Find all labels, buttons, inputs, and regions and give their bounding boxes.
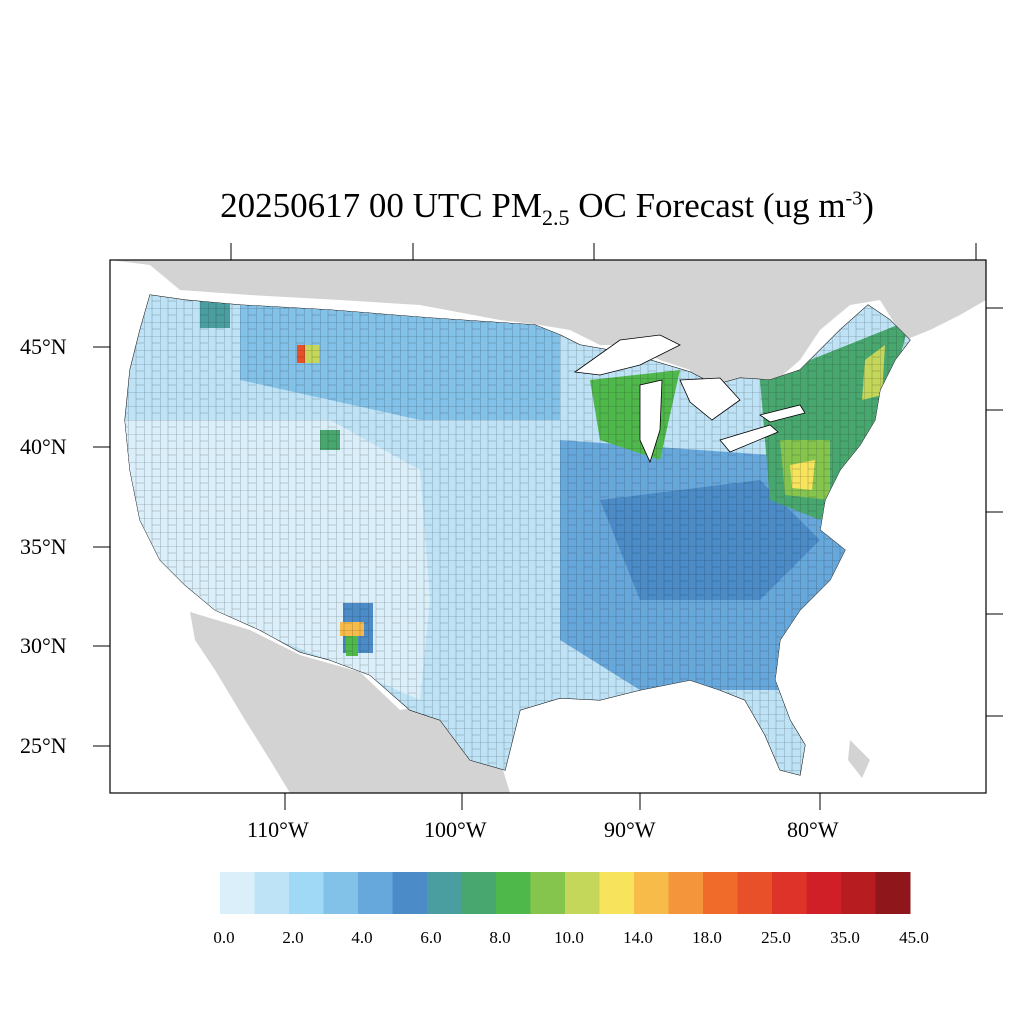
colorbar-tick-label: 2.0 (282, 928, 304, 947)
colorbar-swatch (668, 872, 704, 914)
colorbar-swatch (392, 872, 428, 914)
colorbar-tick-label: 45.0 (899, 928, 929, 947)
colorbar-tick-label: 14.0 (623, 928, 653, 947)
colorbar-swatch (220, 872, 255, 914)
lat-label: 35°N (20, 534, 67, 559)
great-lakes (573, 334, 806, 464)
colorbar-swatch (703, 872, 738, 914)
colorbar-tick-label: 8.0 (489, 928, 511, 947)
colorbar-swatch (289, 872, 324, 914)
colorbar-swatch (634, 872, 669, 914)
colorbar-tick-label: 18.0 (692, 928, 722, 947)
mexico-land (190, 612, 510, 793)
colorbar-tick-label: 0.0 (213, 928, 235, 947)
colorbar-tick-label: 25.0 (761, 928, 791, 947)
colorbar-tick-label: 6.0 (420, 928, 442, 947)
colorbar-swatch (599, 872, 635, 914)
colorbar-swatch (254, 872, 290, 914)
left-ticks (93, 346, 110, 747)
colorbar-swatch (565, 872, 600, 914)
colorbar-tick-label: 35.0 (830, 928, 860, 947)
lat-label: 40°N (20, 434, 67, 459)
colorbar-swatch (496, 872, 531, 914)
bahamas-land (848, 740, 870, 778)
lon-label: 80°W (787, 817, 839, 842)
right-ticks (986, 307, 1003, 717)
colorbar-swatch (772, 872, 807, 914)
colorbar-swatch (530, 872, 566, 914)
lon-label: 100°W (424, 817, 487, 842)
lon-label: 90°W (604, 817, 656, 842)
colorbar-swatch (461, 872, 497, 914)
colorbar-swatch (875, 872, 911, 914)
map-title: 20250617 00 UTC PM2.5 OC Forecast (ug m-… (220, 186, 874, 230)
colorbar-swatch (427, 872, 462, 914)
top-ticks (230, 243, 977, 260)
map-frame (109, 259, 987, 794)
lon-label: 110°W (247, 817, 309, 842)
colorbar (220, 872, 911, 914)
canada-land (110, 260, 986, 410)
lat-label: 30°N (20, 633, 67, 658)
colorbar-swatch (358, 872, 393, 914)
lat-label: 25°N (20, 733, 67, 758)
lat-label: 45°N (20, 334, 67, 359)
colorbar-tick-label: 10.0 (554, 928, 584, 947)
colorbar-swatch (737, 872, 773, 914)
colorbar-swatch (323, 872, 359, 914)
colorbar-swatch (806, 872, 842, 914)
bottom-ticks (284, 793, 821, 810)
colorbar-swatch (841, 872, 876, 914)
colorbar-tick-label: 4.0 (351, 928, 373, 947)
